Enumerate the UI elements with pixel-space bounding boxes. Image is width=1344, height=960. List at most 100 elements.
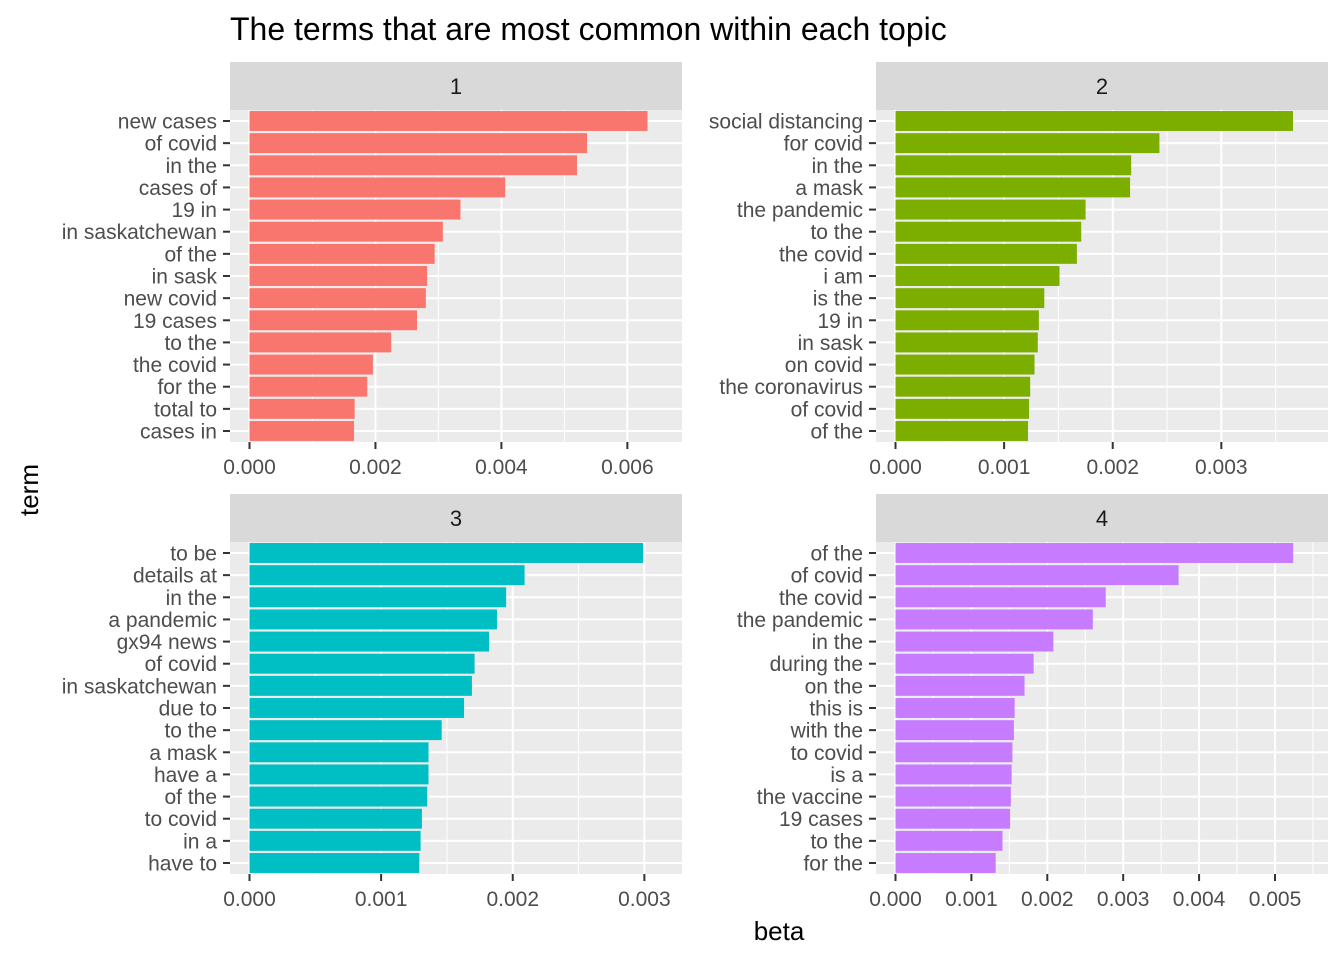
y-tick-label: this is — [809, 698, 863, 721]
bar — [249, 155, 577, 176]
y-tick-label: is the — [813, 288, 863, 311]
facet-strip-label: 2 — [1096, 74, 1108, 99]
y-tick-label: gx94 news — [117, 631, 217, 654]
y-tick-label: on the — [805, 675, 863, 698]
bar — [895, 675, 1025, 696]
y-tick-label: is a — [830, 764, 863, 787]
bar — [895, 376, 1031, 397]
y-tick-label: in saskatchewan — [62, 675, 217, 698]
y-tick-label: in saskatchewan — [62, 221, 217, 244]
y-tick-label: have to — [148, 853, 217, 876]
x-tick-label: 0.001 — [355, 888, 408, 911]
y-tick-label: for the — [157, 376, 217, 399]
x-tick-label: 0.002 — [486, 888, 539, 911]
y-tick-label: total to — [154, 398, 217, 421]
bar — [895, 310, 1039, 331]
y-tick-label: due to — [159, 698, 217, 721]
bar — [895, 853, 996, 873]
bar — [249, 243, 435, 264]
y-axis-label: term — [14, 464, 44, 516]
x-tick-label: 0.001 — [978, 456, 1031, 479]
bar — [249, 698, 465, 718]
y-tick-label: a mask — [149, 742, 217, 765]
x-tick-label: 0.003 — [1097, 888, 1150, 911]
bar — [249, 786, 428, 807]
y-tick-label: 19 cases — [133, 310, 217, 333]
y-tick-label: 19 in — [817, 310, 863, 333]
y-tick-label: in sask — [798, 332, 864, 355]
y-tick-label: of the — [810, 543, 863, 566]
x-tick-label: 0.002 — [1021, 888, 1074, 911]
y-tick-label: to the — [164, 720, 217, 743]
bar — [895, 830, 1003, 851]
bar — [895, 786, 1011, 807]
y-tick-label: a pandemic — [108, 609, 217, 632]
bar — [249, 653, 475, 674]
bar — [895, 808, 1011, 829]
bar — [895, 543, 1294, 563]
x-tick-label: 0.001 — [945, 888, 998, 911]
bar — [249, 288, 426, 309]
y-tick-label: of the — [164, 243, 217, 266]
bar — [249, 199, 461, 220]
bar — [249, 376, 368, 397]
bar — [895, 720, 1014, 741]
bar — [895, 332, 1038, 353]
bar — [249, 177, 506, 198]
y-tick-label: of the — [164, 786, 217, 809]
y-tick-label: to be — [170, 543, 217, 566]
chart-title: The terms that are most common within ea… — [230, 11, 947, 47]
y-tick-label: for the — [803, 853, 863, 876]
bar — [895, 631, 1054, 652]
bar — [895, 288, 1045, 309]
y-tick-label: during the — [770, 653, 863, 676]
y-tick-label: new covid — [124, 288, 217, 311]
y-tick-label: details at — [133, 565, 217, 588]
bar — [249, 421, 355, 441]
y-tick-label: have a — [154, 764, 217, 787]
bar — [895, 354, 1035, 375]
y-tick-label: of covid — [791, 565, 863, 588]
bar — [249, 742, 429, 763]
y-tick-label: to covid — [145, 808, 217, 831]
bar — [249, 853, 420, 873]
y-tick-label: a mask — [795, 177, 863, 200]
y-tick-label: to the — [810, 830, 863, 853]
x-tick-label: 0.002 — [1086, 456, 1139, 479]
y-tick-label: with the — [790, 720, 863, 743]
bar — [895, 421, 1029, 441]
y-tick-label: cases of — [139, 177, 217, 200]
x-tick-label: 0.000 — [869, 888, 922, 911]
bar — [249, 266, 428, 286]
bar — [895, 764, 1012, 785]
y-tick-label: in the — [812, 631, 863, 654]
x-tick-label: 0.000 — [223, 888, 276, 911]
bar — [895, 221, 1082, 242]
facet-strip-label: 1 — [450, 74, 462, 99]
bar — [249, 398, 355, 419]
y-tick-label: social distancing — [709, 111, 863, 134]
y-tick-label: the covid — [779, 243, 863, 266]
bar — [249, 609, 497, 630]
y-tick-label: to the — [810, 221, 863, 244]
x-tick-label: 0.000 — [869, 456, 922, 479]
facet-strip-label: 4 — [1096, 506, 1108, 531]
bar — [895, 398, 1030, 419]
facet-strip — [230, 62, 682, 110]
bar — [895, 587, 1106, 608]
y-tick-label: the coronavirus — [719, 376, 863, 399]
bar — [249, 675, 472, 696]
y-tick-label: of covid — [145, 653, 217, 676]
y-tick-label: 19 in — [171, 199, 217, 222]
bar — [895, 155, 1132, 176]
bar — [249, 808, 422, 829]
bar — [895, 609, 1093, 630]
bar — [249, 720, 442, 741]
y-tick-label: cases in — [140, 421, 217, 444]
